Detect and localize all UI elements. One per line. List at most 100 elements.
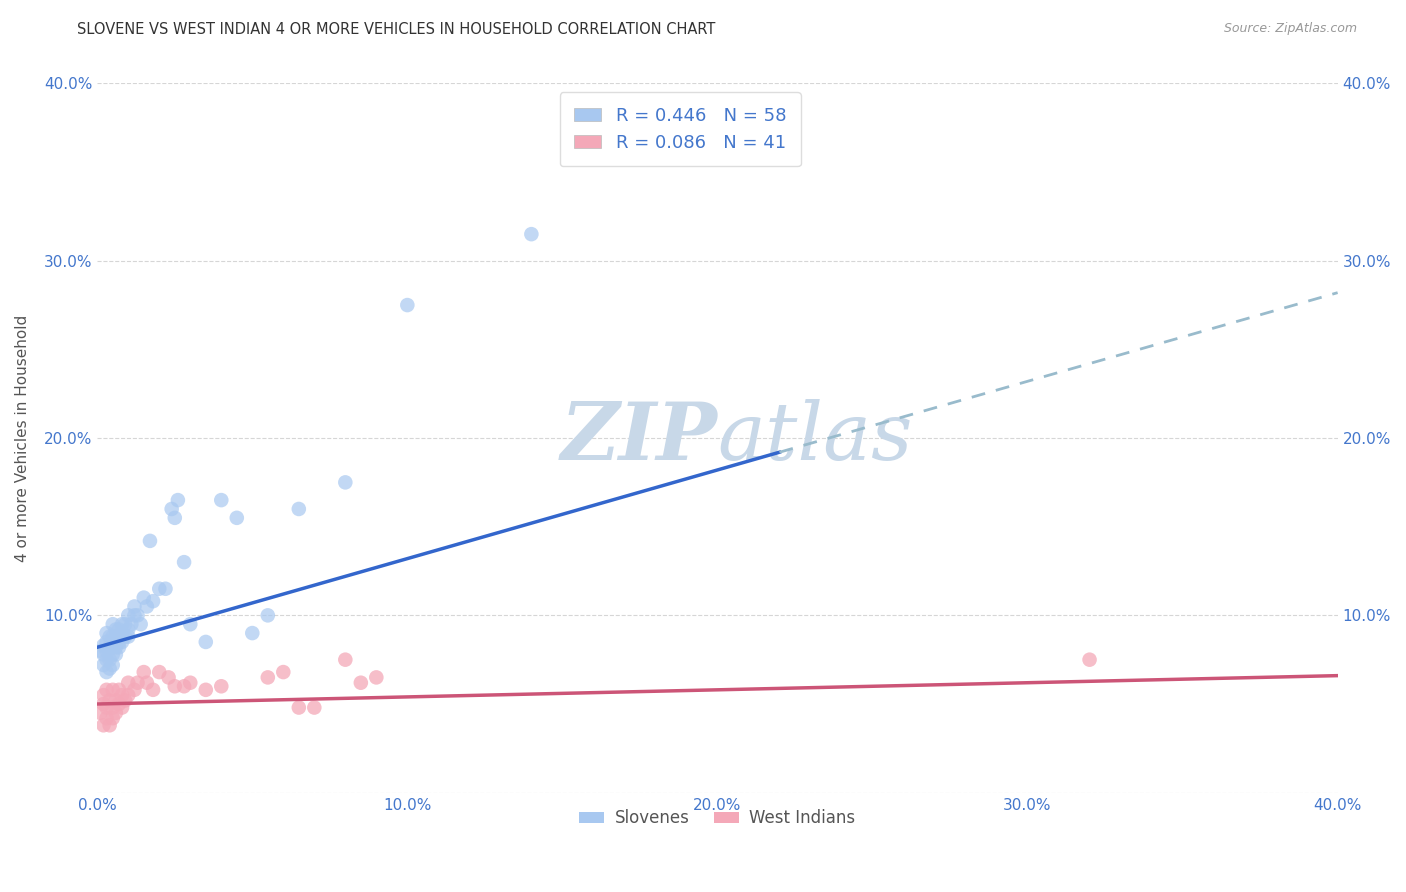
Point xyxy=(209,493,232,508)
Y-axis label: 4 or more Vehicles in Household: 4 or more Vehicles in Household xyxy=(15,314,30,562)
Point xyxy=(520,227,543,241)
Point xyxy=(111,688,134,702)
Point xyxy=(135,675,157,690)
Point xyxy=(96,682,118,697)
Point xyxy=(101,658,124,673)
Point xyxy=(93,639,115,653)
Point xyxy=(117,630,139,644)
Point xyxy=(127,608,149,623)
Point xyxy=(96,635,118,649)
Point xyxy=(142,594,165,608)
Point xyxy=(98,630,121,644)
Point xyxy=(288,502,311,516)
Point xyxy=(335,653,357,667)
Point xyxy=(96,626,118,640)
Text: Source: ZipAtlas.com: Source: ZipAtlas.com xyxy=(1223,22,1357,36)
Text: ZIP: ZIP xyxy=(561,400,717,477)
Point xyxy=(120,617,142,632)
Point xyxy=(135,599,157,614)
Point xyxy=(256,608,278,623)
Point xyxy=(108,635,131,649)
Point xyxy=(93,718,115,732)
Point xyxy=(104,693,127,707)
Point xyxy=(93,648,115,662)
Text: atlas: atlas xyxy=(717,400,912,477)
Point xyxy=(93,658,115,673)
Point xyxy=(111,700,134,714)
Point xyxy=(117,688,139,702)
Point xyxy=(96,700,118,714)
Point xyxy=(114,693,136,707)
Point xyxy=(96,644,118,658)
Point xyxy=(148,665,170,679)
Point xyxy=(96,711,118,725)
Point xyxy=(98,693,121,707)
Point xyxy=(129,617,152,632)
Point xyxy=(194,635,217,649)
Point xyxy=(101,640,124,655)
Point xyxy=(101,648,124,662)
Point xyxy=(96,665,118,679)
Point xyxy=(96,653,118,667)
Point xyxy=(108,697,131,711)
Point xyxy=(225,511,247,525)
Point xyxy=(108,640,131,655)
Point xyxy=(108,623,131,637)
Point xyxy=(111,617,134,632)
Point xyxy=(335,475,357,490)
Point xyxy=(179,675,201,690)
Point xyxy=(104,630,127,644)
Point xyxy=(288,700,311,714)
Point xyxy=(155,582,177,596)
Point xyxy=(101,617,124,632)
Point xyxy=(148,582,170,596)
Point xyxy=(157,670,180,684)
Point xyxy=(366,670,388,684)
Point xyxy=(117,675,139,690)
Point xyxy=(142,682,165,697)
Point xyxy=(256,670,278,684)
Point xyxy=(173,555,195,569)
Point xyxy=(209,679,232,693)
Point xyxy=(127,675,149,690)
Point xyxy=(124,608,146,623)
Point xyxy=(104,648,127,662)
Point xyxy=(104,706,127,720)
Point xyxy=(167,493,190,508)
Text: SLOVENE VS WEST INDIAN 4 OR MORE VEHICLES IN HOUSEHOLD CORRELATION CHART: SLOVENE VS WEST INDIAN 4 OR MORE VEHICLE… xyxy=(77,22,716,37)
Point xyxy=(160,502,183,516)
Point xyxy=(117,608,139,623)
Point xyxy=(93,688,115,702)
Point xyxy=(108,682,131,697)
Point xyxy=(240,626,263,640)
Point xyxy=(98,653,121,667)
Point xyxy=(304,700,326,714)
Point xyxy=(111,635,134,649)
Point xyxy=(117,623,139,637)
Point xyxy=(396,298,419,312)
Point xyxy=(101,630,124,644)
Point xyxy=(179,617,201,632)
Point xyxy=(89,644,111,658)
Point xyxy=(93,697,115,711)
Point xyxy=(114,630,136,644)
Point xyxy=(101,682,124,697)
Point xyxy=(350,675,373,690)
Point xyxy=(132,591,155,605)
Point xyxy=(98,661,121,675)
Point xyxy=(104,623,127,637)
Legend: Slovenes, West Indians: Slovenes, West Indians xyxy=(572,803,862,834)
Point xyxy=(89,706,111,720)
Point xyxy=(132,665,155,679)
Point xyxy=(111,626,134,640)
Point xyxy=(173,679,195,693)
Point xyxy=(163,679,186,693)
Point xyxy=(194,682,217,697)
Point xyxy=(101,711,124,725)
Point xyxy=(139,533,162,548)
Point xyxy=(101,700,124,714)
Point xyxy=(98,640,121,655)
Point xyxy=(114,617,136,632)
Point xyxy=(1078,653,1101,667)
Point xyxy=(163,511,186,525)
